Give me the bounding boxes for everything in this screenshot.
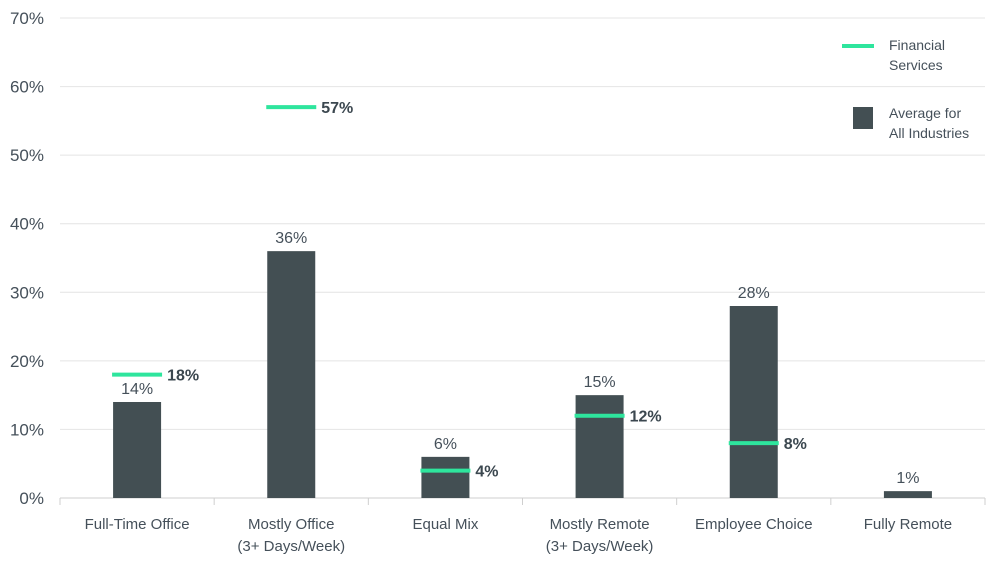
- bar-value-label: 1%: [896, 470, 919, 487]
- x-category-label: Full-Time Office: [85, 516, 190, 533]
- x-category-label: Fully Remote: [864, 516, 952, 533]
- bar: [267, 251, 316, 498]
- y-tick-label: 30%: [10, 283, 44, 302]
- y-tick-label: 40%: [10, 215, 44, 234]
- x-category-label: Mostly Office: [248, 516, 334, 533]
- legend-label: Services: [889, 57, 943, 73]
- legend-label: Financial: [889, 37, 945, 53]
- y-tick-label: 50%: [10, 146, 44, 165]
- bar-value-label: 36%: [275, 230, 307, 247]
- x-category-label: Mostly Remote: [550, 516, 650, 533]
- legend-label: All Industries: [889, 125, 969, 141]
- bar-value-label: 14%: [121, 381, 153, 398]
- marker-value-label: 4%: [475, 464, 498, 481]
- x-category-label: (3+ Days/Week): [237, 538, 345, 555]
- bar-series: 14% 36% 6% 15% 28% 1%: [113, 230, 932, 498]
- x-category-label: Equal Mix: [412, 516, 478, 533]
- marker-value-label: 57%: [321, 100, 353, 117]
- y-tick-label: 20%: [10, 352, 44, 371]
- bar-value-label: 28%: [738, 285, 770, 302]
- bar-value-label: 6%: [434, 436, 457, 453]
- x-category-label: Employee Choice: [695, 516, 813, 533]
- y-tick-label: 60%: [10, 78, 44, 97]
- legend-swatch-box: [853, 107, 873, 129]
- marker-value-label: 18%: [167, 368, 199, 385]
- y-axis: 0% 10% 20% 30% 40% 50% 60% 70%: [10, 9, 44, 508]
- marker-value-label: 8%: [784, 436, 807, 453]
- legend-label: Average for: [889, 105, 961, 121]
- gridlines: [60, 17, 985, 430]
- y-tick-label: 0%: [19, 489, 44, 508]
- marker-series: 18% 57% 4% 12% 8%: [112, 100, 807, 481]
- y-tick-label: 10%: [10, 420, 44, 439]
- bar: [729, 306, 778, 498]
- bar: [883, 491, 932, 498]
- marker-value-label: 12%: [630, 409, 662, 426]
- bar: [113, 402, 162, 498]
- bar: [421, 456, 470, 498]
- x-axis: Full-Time Office Mostly Office (3+ Days/We…: [59, 497, 986, 555]
- bar: [575, 395, 624, 498]
- y-tick-label: 70%: [10, 9, 44, 28]
- x-category-label: (3+ Days/Week): [546, 538, 654, 555]
- legend: Financial Services Average for All Industri…: [842, 37, 969, 141]
- bar-value-label: 15%: [584, 374, 616, 391]
